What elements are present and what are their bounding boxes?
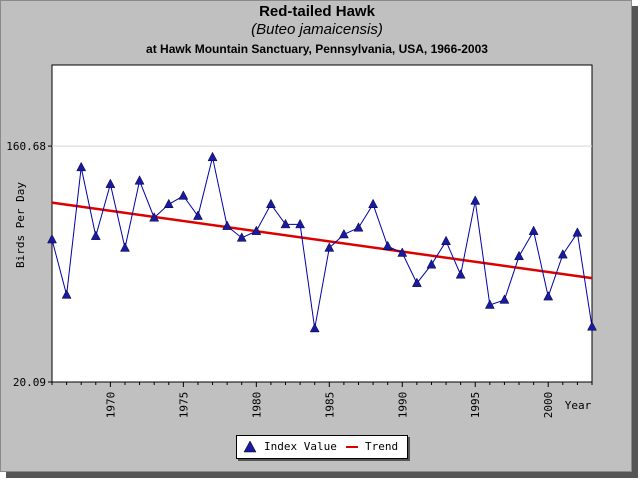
x-tick-label: 2000 [542,392,555,419]
chart-subtitle: (Buteo jamaicensis) [251,21,383,38]
data-point-marker [295,218,306,229]
data-point-marker [338,228,349,239]
x-tick-label: 1970 [104,392,117,419]
data-point-marker [309,322,320,333]
data-point-marker [134,175,145,185]
data-point-marker [266,198,276,209]
triangle-marker-icon [243,440,257,453]
x-tick-label: 1995 [469,392,482,419]
data-point-marker [120,242,130,252]
data-point-marker [499,294,510,304]
y-tick-label: 160.68 [6,140,46,153]
data-point-marker [368,198,378,209]
data-point-marker [587,321,597,331]
legend-item-index: Index Value [243,440,337,454]
data-point-marker [470,195,481,205]
legend: Index Value Trend [236,435,408,459]
marker-layer [47,151,597,333]
data-point-marker [484,299,495,309]
trend-layer [51,201,593,280]
data-point-marker [280,218,291,229]
data-point-marker [455,269,466,279]
chart-caption: at Hawk Mountain Sanctuary, Pennsylvania… [146,42,488,56]
trend-line [51,201,593,280]
data-point-marker [47,233,57,244]
y-tick-label: 20.09 [13,376,46,389]
y-axis-label: Birds Per Day [14,182,27,268]
x-tick-label: 1985 [323,392,336,419]
data-point-marker [324,242,335,252]
data-point-marker [193,210,203,220]
data-point-marker [426,259,437,269]
x-tick-label: 1975 [177,392,190,419]
data-point-marker [236,232,247,242]
legend-trend-label: Trend [365,440,399,453]
data-point-marker [90,230,101,240]
data-point-marker [411,277,422,287]
data-point-marker [543,291,554,301]
data-point-marker [514,250,524,261]
data-point-marker [557,249,568,259]
axis-layer: 20.09 160.68 1970 1975 1980 1985 1990 1995 2000 [6,140,593,419]
chart-frame: Red-tailed Hawk (Buteo jamaicensis) at H… [0,0,632,472]
data-point-marker [572,227,583,237]
x-tick-label: 1990 [396,392,409,419]
red-line-icon [346,446,358,448]
data-point-marker [61,289,72,299]
data-point-marker [397,247,408,257]
x-axis-label: Year [565,399,592,412]
data-point-marker [163,198,174,209]
legend-item-trend: Trend [345,440,405,454]
legend-index-label: Index Value [264,440,337,453]
data-point-marker [105,178,116,188]
data-point-marker [382,240,393,250]
plot-area [51,64,593,383]
data-point-marker [251,225,262,235]
data-point-marker [178,190,189,200]
data-point-marker [528,225,539,235]
data-point-marker [441,235,451,245]
data-point-marker [76,161,87,172]
data-point-marker [149,212,160,222]
chart-title: Red-tailed Hawk [259,3,375,20]
data-point-marker [207,151,218,162]
x-tick-label: 1980 [250,392,263,419]
data-point-marker [353,222,364,232]
data-point-marker [222,220,233,230]
